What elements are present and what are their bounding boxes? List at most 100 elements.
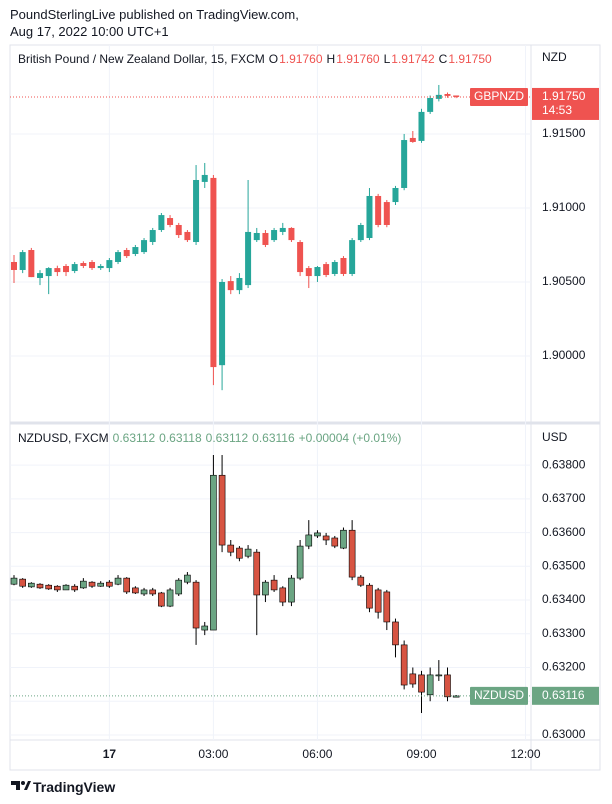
candle-body xyxy=(149,589,157,595)
candle-body xyxy=(426,674,434,696)
candle-body xyxy=(444,674,451,698)
candle-body xyxy=(245,231,252,286)
candle-body xyxy=(54,585,61,591)
candle-body xyxy=(19,252,26,270)
candle-body xyxy=(409,137,416,142)
candle-body xyxy=(115,252,122,262)
candle-body xyxy=(227,544,235,553)
candle-body xyxy=(357,224,364,241)
candle-body xyxy=(201,625,209,631)
candle-body xyxy=(28,250,35,278)
candle-body xyxy=(158,215,165,231)
candle-body xyxy=(418,111,425,141)
candle-body xyxy=(11,261,17,270)
y-tick-label: 1.90500 xyxy=(542,274,586,288)
legend-value: 1.91760 xyxy=(279,52,323,66)
legend: British Pound / New Zealand Dollar, 15, … xyxy=(18,52,523,66)
legend-key: O xyxy=(268,52,279,66)
candle-body xyxy=(63,265,70,273)
y-tick-label: 1.90000 xyxy=(542,348,586,362)
candles xyxy=(11,84,460,391)
candle-body xyxy=(210,177,217,368)
legend-value: 1.91742 xyxy=(391,52,435,66)
candle-body xyxy=(279,227,286,232)
last-price-label: 1.91750 xyxy=(542,89,586,103)
legend-key: H xyxy=(326,52,336,66)
candle-body xyxy=(123,250,130,257)
candle-body xyxy=(227,281,234,291)
legend: NZDUSD, FXCM 0.63112 0.63118 0.63112 0.63116… xyxy=(18,431,523,445)
y-tick-label: 0.63800 xyxy=(542,457,586,471)
y-tick-label: 0.63000 xyxy=(542,727,586,741)
candle-body xyxy=(435,94,442,99)
candle-body xyxy=(37,273,44,278)
candle-body xyxy=(175,579,183,595)
candle-body xyxy=(192,581,200,629)
candle-body xyxy=(401,140,408,188)
legend-value: 1.91750 xyxy=(448,52,492,66)
symbol-label: NZDUSD xyxy=(474,688,524,702)
publisher: PoundSterlingLive published on TradingVi… xyxy=(10,7,299,22)
currency-label: NZD xyxy=(542,50,567,64)
candle-body xyxy=(262,232,269,245)
price-badge xyxy=(532,87,599,120)
currency-label: USD xyxy=(542,430,568,444)
x-tick-label: 03:00 xyxy=(198,747,228,761)
candle-body xyxy=(340,529,347,549)
last-price-label: 0.63116 xyxy=(542,688,585,702)
candle-body xyxy=(279,587,287,603)
candle-body xyxy=(366,584,373,609)
legend-title: British Pound / New Zealand Dollar, 15, … xyxy=(18,52,265,66)
candle-body xyxy=(331,261,338,274)
candle-body xyxy=(175,224,182,236)
candle-body xyxy=(418,674,425,693)
candle-body xyxy=(123,577,131,593)
brand: TradingView xyxy=(33,779,116,795)
candle-body xyxy=(348,529,356,578)
y-tick-label: 0.63700 xyxy=(542,491,586,505)
candle-body xyxy=(297,242,304,273)
candle-body xyxy=(296,545,304,579)
candle-body xyxy=(97,265,104,269)
candle-body xyxy=(132,587,139,594)
candle-body xyxy=(400,644,408,686)
candle-body xyxy=(314,267,321,277)
candle-body xyxy=(374,589,382,613)
candle-body xyxy=(218,474,226,546)
candle-body xyxy=(201,174,208,182)
candle-body xyxy=(10,577,18,585)
candle-body xyxy=(262,581,269,596)
candle-body xyxy=(62,584,70,591)
candle-body xyxy=(331,537,339,547)
candle-body xyxy=(322,535,330,541)
legend-title: NZDUSD, FXCM xyxy=(18,431,109,445)
legend-value: 0.63118 xyxy=(159,431,202,445)
brand-logo xyxy=(11,781,31,790)
candle-body xyxy=(45,268,52,277)
candle-body xyxy=(392,621,399,646)
candle-body xyxy=(236,277,243,291)
candles xyxy=(10,455,460,714)
candle-body xyxy=(106,581,113,587)
candle-body xyxy=(435,674,443,677)
candle-body xyxy=(28,582,35,588)
y-tick-label: 0.63500 xyxy=(542,558,586,572)
symbol-badge xyxy=(470,686,528,705)
candle-body xyxy=(71,264,78,272)
frame xyxy=(9,44,601,771)
candle-body xyxy=(80,263,87,266)
candle-body xyxy=(409,673,417,685)
candle-body xyxy=(427,97,434,112)
candle-body xyxy=(19,578,26,587)
candle-body xyxy=(45,584,52,590)
y-tick-label: 1.91500 xyxy=(542,126,586,140)
candle-body xyxy=(383,591,391,623)
y-tick-label: 0.63200 xyxy=(542,660,586,674)
candle-body xyxy=(253,232,260,241)
y-tick-label: 0.63400 xyxy=(542,592,586,606)
candle-body xyxy=(236,547,243,559)
y-tick-label: 0.63300 xyxy=(542,626,586,640)
candle-body xyxy=(219,281,226,366)
candle-body xyxy=(141,240,148,253)
